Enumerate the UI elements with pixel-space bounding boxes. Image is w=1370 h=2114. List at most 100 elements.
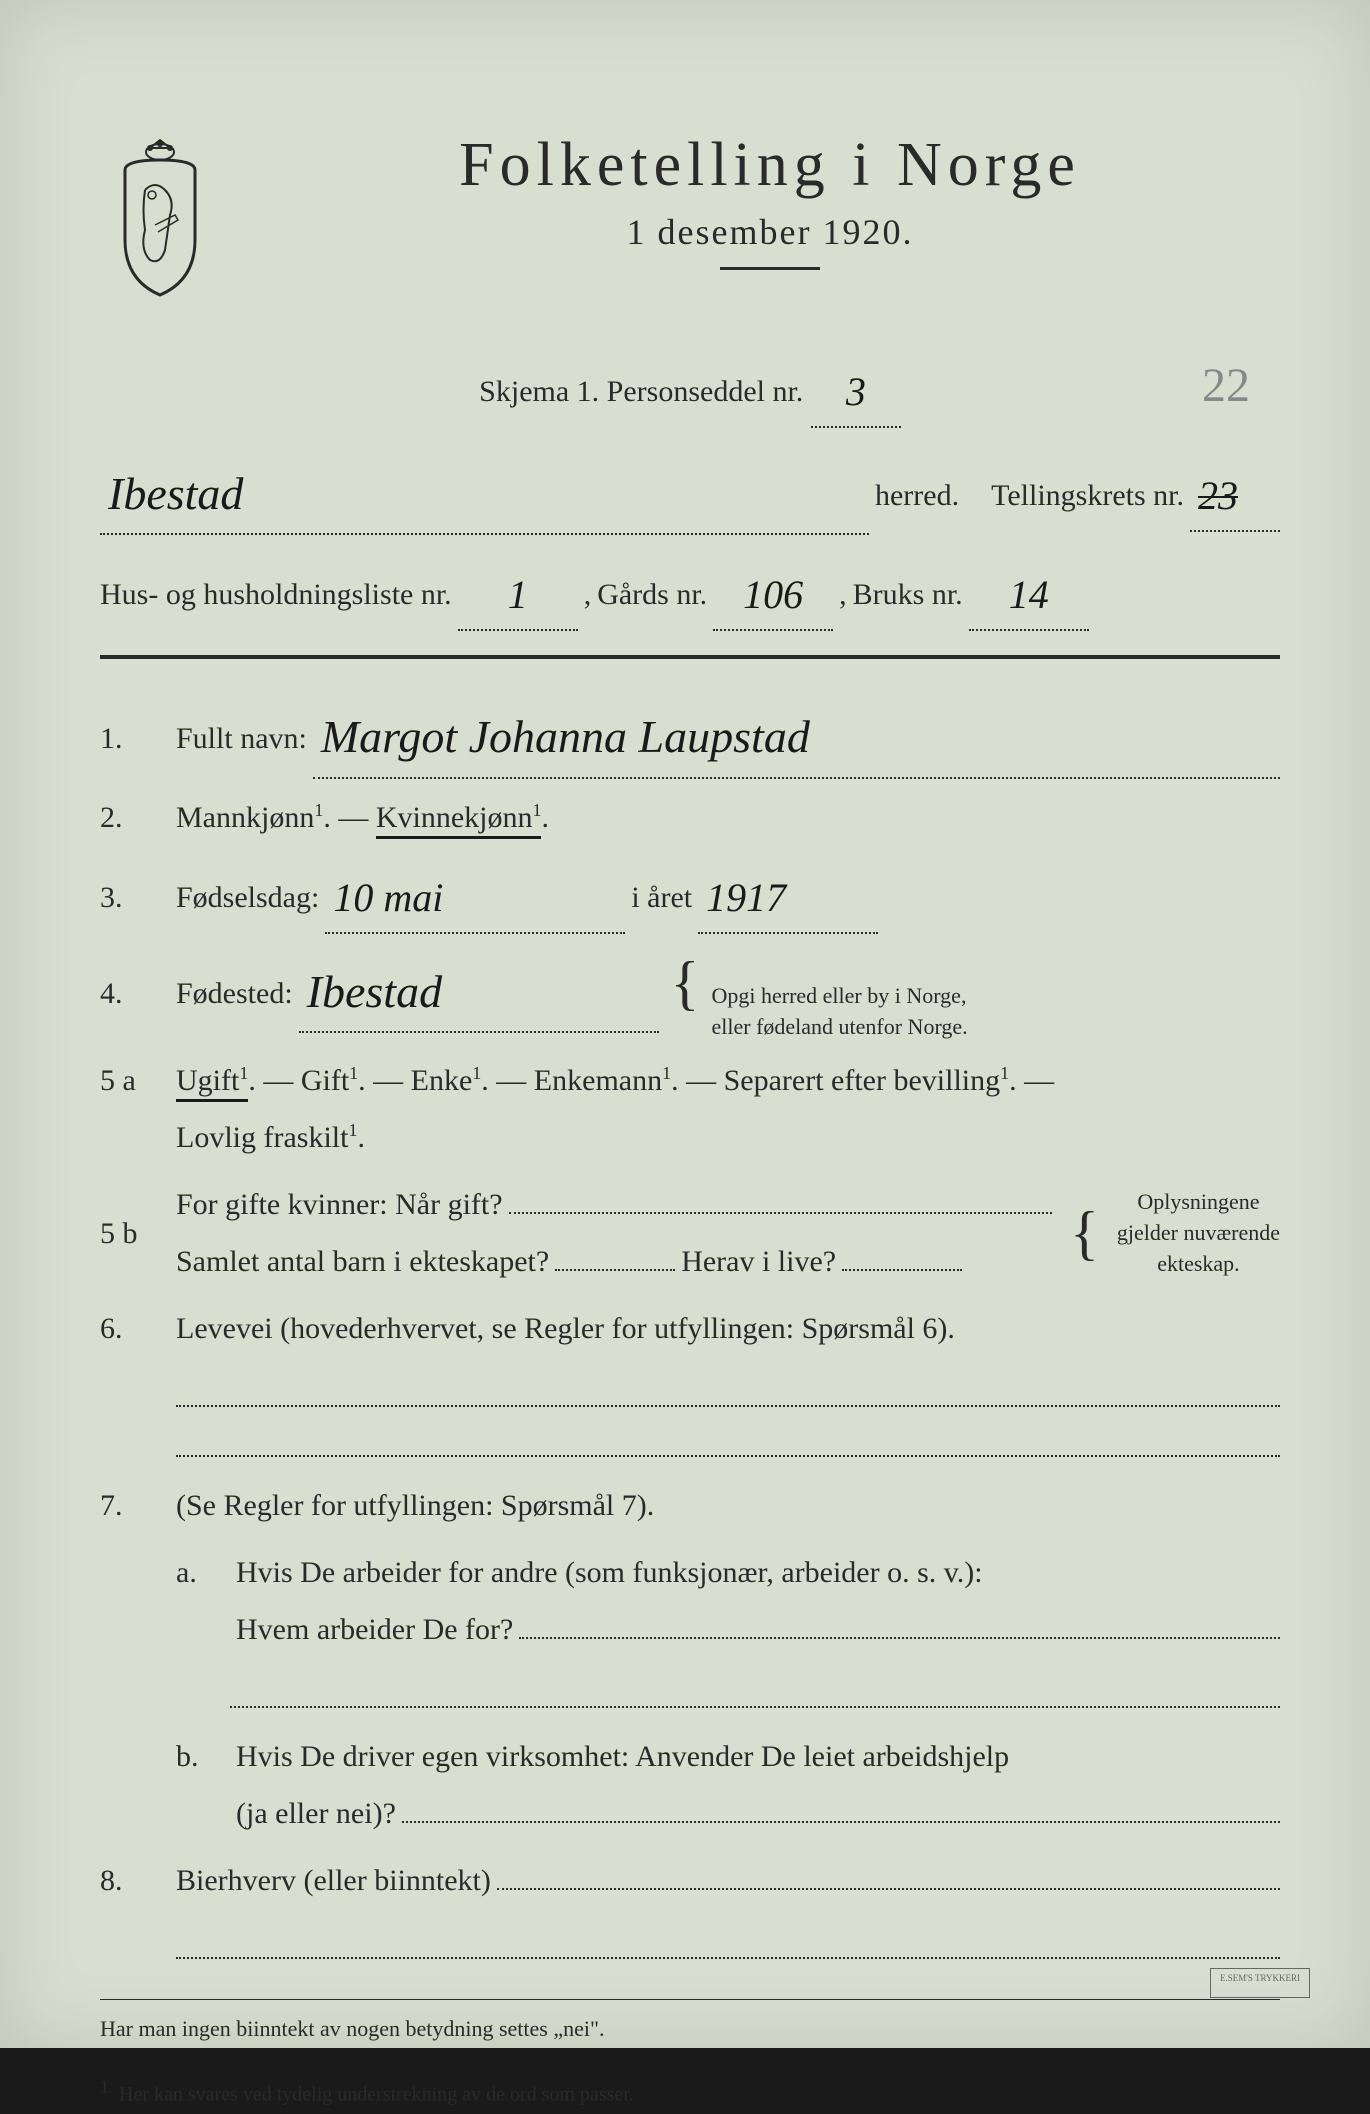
q5b-num: 5 b (100, 1205, 156, 1262)
brace-icon: { (1070, 1218, 1099, 1248)
q1-num: 1. (100, 710, 156, 767)
q8-row: 8. Bierhverv (eller biinntekt) (100, 1852, 1280, 1909)
q5b-row: 5 b For gifte kvinner: Når gift? Samlet … (100, 1176, 1280, 1290)
q5b-live-field (842, 1269, 962, 1271)
q5a-num: 5 a (100, 1052, 156, 1109)
q2-kvinne-selected: Kvinnekjønn1 (376, 801, 542, 839)
tellingskrets-field: 23 (1190, 454, 1280, 532)
title-rule (720, 267, 820, 270)
row-hus: Hus- og husholdningsliste nr. 1, Gårds n… (100, 553, 1280, 631)
printer-stamp: E.SEM'S TRYKKERI (1210, 1968, 1310, 1998)
q3-day-field: 10 mai (325, 856, 625, 934)
gards-nr-field: 106 (713, 553, 833, 631)
q5a-enkemann: Enkemann (534, 1064, 662, 1097)
q6-label: Levevei (hovederhvervet, se Regler for u… (176, 1312, 955, 1345)
q4-note: Opgi herred eller by i Norge, eller føde… (711, 981, 967, 1043)
q1-label: Fullt navn: (176, 710, 307, 767)
q6-line (176, 1377, 1280, 1407)
q3-day: 10 mai (333, 875, 443, 920)
q4-field: Ibestad (299, 944, 659, 1033)
census-form-page: Folketelling i Norge 1 desember 1920. Sk… (0, 0, 1370, 2048)
q5b-note: Oplysningene gjelder nuværende ekteskap. (1117, 1187, 1280, 1279)
q7a-l2: Hvem arbeider De for? (236, 1601, 513, 1658)
q7b-l2: (ja eller nei)? (236, 1785, 396, 1842)
skjema-label: Skjema 1. Personseddel nr. (479, 375, 803, 408)
q1-row: 1. Fullt navn: Margot Johanna Laupstad (100, 689, 1280, 778)
subtitle: 1 desember 1920. (260, 211, 1280, 253)
q7b-l1: Hvis De driver egen virksomhet: Anvender… (236, 1728, 1280, 1785)
q5a-ugift-selected: Ugift1 (176, 1064, 248, 1102)
coat-of-arms-icon (100, 130, 220, 300)
q6-line2 (176, 1427, 1280, 1457)
q7-num: 7. (100, 1477, 156, 1534)
q4-value: Ibestad (307, 966, 442, 1017)
divider-thick (100, 655, 1280, 659)
q5b-l2a: Samlet antal barn i ekteskapet? (176, 1233, 549, 1290)
q7a-line (230, 1678, 1280, 1708)
q5a-fraskilt: Lovlig fraskilt (176, 1121, 348, 1154)
q8-field (497, 1854, 1280, 1890)
q7-row: 7. (Se Regler for utfyllingen: Spørsmål … (100, 1477, 1280, 1534)
q7b-label: b. (176, 1728, 216, 1785)
q3-year-field: 1917 (698, 856, 878, 934)
q8-line (176, 1929, 1280, 1959)
bruks-nr: 14 (1009, 572, 1049, 617)
row-herred: Ibestad herred. Tellingskrets nr. 23 (100, 446, 1280, 535)
q5a-gift: Gift (301, 1064, 349, 1097)
pencil-annotation: 22 (1202, 340, 1250, 431)
q4-row: 4. Fødested: Ibestad { Opgi herred eller… (100, 944, 1280, 1043)
q7b-row: b. Hvis De driver egen virksomhet: Anven… (176, 1728, 1280, 1842)
q6-num: 6. (100, 1300, 156, 1357)
form-body: Skjema 1. Personseddel nr. 3 22 Ibestad … (100, 350, 1280, 2114)
q4-num: 4. (100, 965, 156, 1022)
q3-label: Fødselsdag: (176, 869, 319, 926)
q5a-enke: Enke (411, 1064, 473, 1097)
q5a-separert: Separert efter bevilling (724, 1064, 1001, 1097)
q7a-field (519, 1603, 1280, 1639)
personseddel-nr: 3 (846, 369, 866, 414)
tellingskrets-label: Tellingskrets nr. (991, 467, 1184, 524)
herred-label: herred. (875, 467, 959, 524)
gards-nr: 106 (743, 572, 803, 617)
q2-row: 2. Mannkjønn1. — Kvinnekjønn1. (100, 789, 1280, 846)
bruks-label: Bruks nr. (853, 566, 963, 623)
q6-row: 6. Levevei (hovederhvervet, se Regler fo… (100, 1300, 1280, 1357)
q7a-row: a. Hvis De arbeider for andre (som funks… (176, 1544, 1280, 1658)
q5b-barn-field (555, 1269, 675, 1271)
row-personseddel: Skjema 1. Personseddel nr. 3 22 (100, 350, 1280, 428)
footnote: 1 Her kan svares ved tydelig understrekn… (100, 2070, 1280, 2114)
q4-label: Fødested: (176, 965, 293, 1022)
brace-icon: { (671, 968, 700, 998)
q3-year: 1917 (706, 875, 786, 920)
tellingskrets-nr: 23 (1198, 473, 1238, 518)
hus-label: Hus- og husholdningsliste nr. (100, 566, 452, 623)
hus-nr-field: 1 (458, 553, 578, 631)
herred-value: Ibestad (108, 468, 243, 519)
title-block: Folketelling i Norge 1 desember 1920. (260, 130, 1280, 270)
q2-mann: Mannkjønn (176, 801, 314, 834)
bruks-nr-field: 14 (969, 553, 1089, 631)
q1-field: Margot Johanna Laupstad (313, 689, 1280, 778)
q7a-l1: Hvis De arbeider for andre (som funksjon… (236, 1544, 1280, 1601)
q3-num: 3. (100, 869, 156, 926)
q8-label: Bierhverv (eller biinntekt) (176, 1852, 491, 1909)
q3-mid: i året (631, 869, 692, 926)
q1-value: Margot Johanna Laupstad (321, 711, 810, 762)
personseddel-nr-field: 3 (811, 350, 901, 428)
main-title: Folketelling i Norge (260, 130, 1280, 201)
herred-field: Ibestad (100, 446, 869, 535)
crest-svg (100, 130, 220, 300)
q7a-label: a. (176, 1544, 216, 1601)
q7b-field (402, 1787, 1280, 1823)
q7-label: (Se Regler for utfyllingen: Spørsmål 7). (176, 1489, 654, 1522)
q5a-row: 5 a Ugift1. — Gift1. — Enke1. — Enkemann… (100, 1052, 1280, 1166)
q3-row: 3. Fødselsdag: 10 mai i året 1917 (100, 856, 1280, 934)
q5b-l1: For gifte kvinner: Når gift? (176, 1176, 503, 1233)
gards-label: Gårds nr. (597, 566, 707, 623)
q8-num: 8. (100, 1852, 156, 1909)
hus-nr: 1 (508, 572, 528, 617)
q2-num: 2. (100, 789, 156, 846)
footer-note: Har man ingen biinntekt av nogen betydni… (100, 1999, 1280, 2050)
header: Folketelling i Norge 1 desember 1920. (100, 130, 1280, 300)
q5b-gift-field (509, 1178, 1053, 1214)
